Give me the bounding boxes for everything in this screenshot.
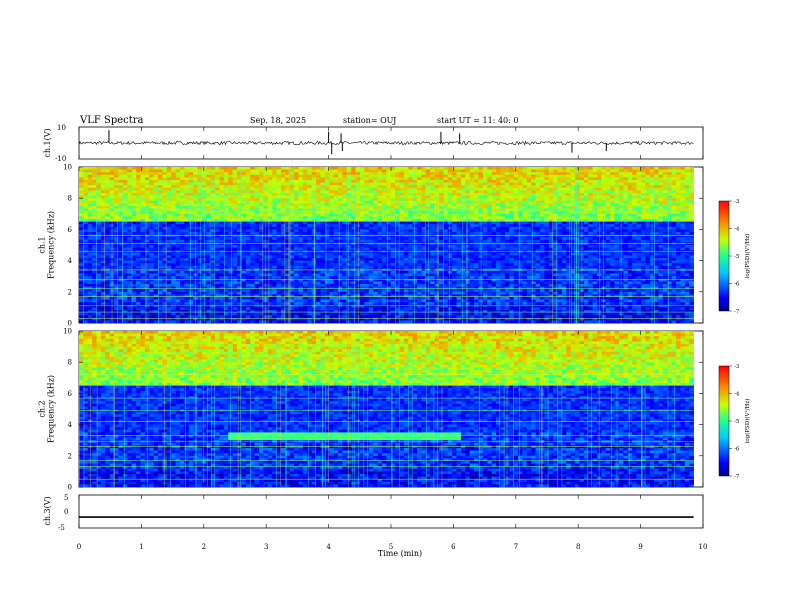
cb1-tick-1: -4	[734, 227, 740, 233]
ticks-s2-label-3: 6	[68, 390, 73, 398]
time-tick-2: 2	[202, 543, 206, 551]
ticks-s2-label-1: 2	[68, 452, 72, 460]
ch3-ytick-top: 5	[64, 494, 68, 502]
ch1-ytick-bottom: -10	[55, 155, 66, 163]
cb2-tick-3: -6	[734, 447, 740, 453]
cb2-tick-1: -4	[734, 392, 740, 398]
time-tick-10: 10	[699, 543, 708, 551]
ticks-s1-label-2: 4	[68, 257, 73, 265]
ch3-waveform-ylabel: ch.3(V)	[43, 496, 52, 525]
time-tick-3: 3	[264, 543, 268, 551]
station-label: station= OUJ	[343, 116, 396, 125]
time-tick-0: 0	[77, 543, 81, 551]
ticks-s2-label-2: 4	[68, 421, 73, 429]
time-tick-9: 9	[638, 543, 642, 551]
date-label: Sep. 18, 2025	[250, 116, 306, 125]
ch1-colorbar-label: log(PSD)(V²/Hz)	[744, 234, 751, 279]
ch3-waveform-frame	[79, 495, 703, 528]
cb2-tick-4: -7	[734, 474, 740, 480]
ch1-waveform-trace	[79, 141, 694, 144]
ch2-colorbar-label: log(PSD)(V²/Hz)	[744, 399, 751, 444]
ch2-colorbar-gradient	[719, 366, 729, 476]
ticks-s1-label-0: 0	[68, 320, 72, 328]
ticks-s2-label-4: 8	[68, 359, 72, 367]
ch2-colorbar: log(PSD)(V²/Hz) -3 -4 -5 -6 -7	[719, 364, 751, 480]
ch1-waveform-ylabel: ch.1(V)	[43, 128, 52, 157]
ticks-s1-label-1: 2	[68, 288, 72, 296]
ch3-ytick-bottom: -5	[58, 524, 65, 532]
cb1-tick-0: -3	[734, 199, 740, 205]
time-tick-1: 1	[139, 543, 143, 551]
ch1-colorbar: log(PSD)(V²/Hz) -3 -4 -5 -6 -7	[719, 199, 751, 315]
cb1-tick-3: -6	[734, 282, 740, 288]
ch1-spectrogram-ylabel-channel: ch.1Frequency (kHz)	[38, 211, 56, 279]
ticks-s1-label-4: 8	[68, 195, 72, 203]
cb2-tick-2: -5	[734, 419, 740, 425]
ticks-s2-label-0: 0	[68, 484, 72, 492]
figure-title: VLF Spectra	[79, 115, 144, 126]
ch1-colorbar-gradient	[719, 201, 729, 311]
time-tick-8: 8	[576, 543, 580, 551]
ch1-spectrogram-image	[79, 167, 694, 323]
ticks-s2-label-5: 10	[63, 328, 72, 336]
ch1-ytick-top: 10	[57, 124, 66, 132]
ch3-ytick-mid: 0	[64, 508, 68, 516]
ch2-spectrogram-ylabel-channel: ch.2Frequency (kHz)	[38, 375, 56, 443]
cb2-tick-0: -3	[734, 364, 740, 370]
ticks-s1-label-3: 6	[68, 226, 73, 234]
ch2-spectrogram-image	[79, 331, 694, 487]
start-time-label: start UT = 11: 40: 0	[437, 116, 518, 125]
time-tick-7: 7	[514, 543, 518, 551]
cb1-tick-2: -5	[734, 254, 740, 260]
time-axis-label: Time (min)	[378, 549, 422, 558]
time-tick-6: 6	[451, 543, 456, 551]
ticks-s1-label-5: 10	[63, 164, 72, 172]
cb1-tick-4: -7	[734, 309, 740, 315]
time-tick-4: 4	[326, 543, 331, 551]
